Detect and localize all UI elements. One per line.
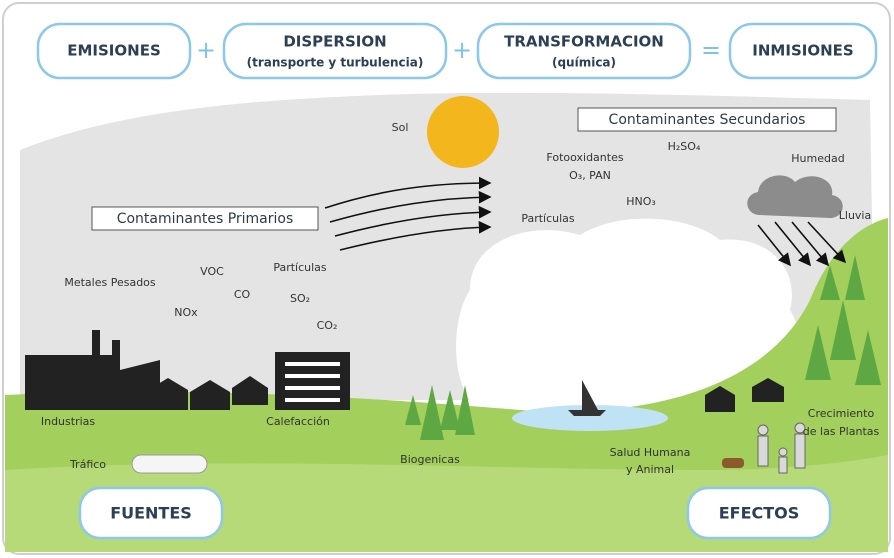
label: NOx [174,306,198,319]
label: Biogenicas [400,453,460,466]
dog [722,458,744,468]
flow-arrow [329,190,492,223]
windows [285,362,340,402]
label: Tráfico [69,458,106,471]
car [131,454,208,474]
label: Humedad [791,152,844,165]
operator: = [701,36,721,64]
flow-arrow [334,205,492,237]
label: O₃, PAN [569,169,611,182]
label: Lluvia [839,209,871,222]
term-box [36,22,192,80]
tag: Contaminantes Secundarios [609,112,806,128]
section: FUENTES [110,504,192,523]
label: Industrias [41,415,96,428]
rain-arrow [757,224,791,267]
label: H₂SO₄ [668,140,701,153]
term-box [476,22,692,80]
ground-front [5,455,888,552]
trees [405,255,881,440]
label: Partículas [273,261,327,274]
label: Calefacción [266,415,330,428]
tag-box [91,206,319,231]
label: CO₂ [317,319,338,332]
term: DISPERSION [283,33,386,51]
term-box [222,22,448,80]
term-note: (transporte y turbulencia) [247,56,424,70]
term: INMISIONES [752,42,853,60]
term-note: (química) [552,56,616,70]
label: Salud Humana [610,446,691,459]
label: Crecimiento [808,407,875,420]
section-box [686,486,832,540]
flow-arrow [339,220,492,251]
operator: + [196,36,216,64]
label: Sol [392,121,409,134]
rain-arrow [774,221,812,267]
boat [568,380,606,416]
label: SO₂ [290,292,310,305]
lake [512,405,668,431]
label: VOC [200,265,224,278]
people [757,422,806,474]
label: Partículas [521,212,575,225]
term: TRANSFORMACION [504,33,664,51]
label: Fotooxidantes [546,151,623,164]
tag: Contaminantes Primarios [117,211,294,227]
rain-cloud [747,175,843,218]
label: de las Plantas [803,425,880,438]
tag-box [577,107,837,132]
rain-arrow [807,221,847,264]
term: EMISIONES [67,42,161,60]
label: Metales Pesados [64,276,156,289]
label: y Animal [626,463,674,476]
section: EFECTOS [719,504,800,523]
label: HNO₃ [626,195,656,208]
term-box [728,22,878,80]
sun [427,96,499,168]
section-box [78,486,224,540]
flow-arrow [324,176,492,209]
label: CO [234,288,251,301]
clear-area [456,218,799,410]
rain-arrow [791,221,830,267]
operator: + [452,36,472,64]
